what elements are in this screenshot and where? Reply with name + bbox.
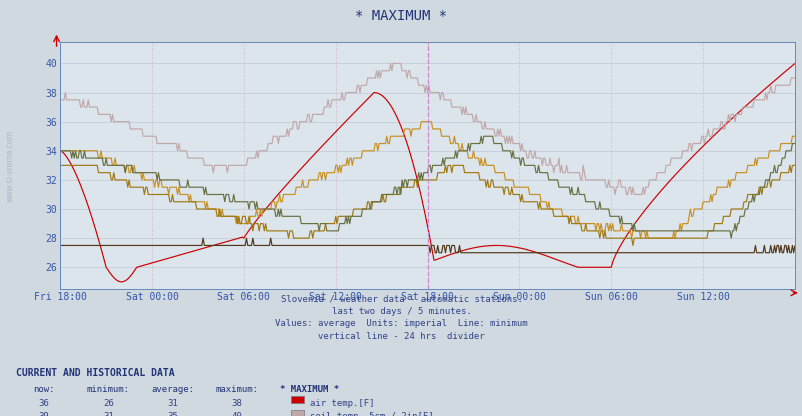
Text: now:: now: [34, 385, 55, 394]
Text: Values: average  Units: imperial  Line: minimum: Values: average Units: imperial Line: mi… [275, 319, 527, 329]
Text: 38: 38 [231, 399, 242, 408]
Text: * MAXIMUM *: * MAXIMUM * [355, 9, 447, 23]
Text: last two days / 5 minutes.: last two days / 5 minutes. [331, 307, 471, 316]
Text: www.si-vreme.com: www.si-vreme.com [6, 131, 15, 202]
Text: 31: 31 [103, 412, 114, 416]
Text: minimum:: minimum: [87, 385, 130, 394]
Text: 35: 35 [167, 412, 178, 416]
Text: 40: 40 [231, 412, 242, 416]
Text: vertical line - 24 hrs  divider: vertical line - 24 hrs divider [318, 332, 484, 341]
Text: 39: 39 [38, 412, 50, 416]
Text: CURRENT AND HISTORICAL DATA: CURRENT AND HISTORICAL DATA [16, 368, 175, 378]
Text: average:: average: [151, 385, 194, 394]
Text: 31: 31 [167, 399, 178, 408]
Text: * MAXIMUM *: * MAXIMUM * [279, 385, 338, 394]
Text: soil temp. 5cm / 2in[F]: soil temp. 5cm / 2in[F] [310, 412, 433, 416]
Text: 36: 36 [38, 399, 50, 408]
Text: 26: 26 [103, 399, 114, 408]
Text: air temp.[F]: air temp.[F] [310, 399, 374, 408]
Text: Slovenia / weather data - automatic stations.: Slovenia / weather data - automatic stat… [280, 295, 522, 304]
Text: maximum:: maximum: [215, 385, 258, 394]
